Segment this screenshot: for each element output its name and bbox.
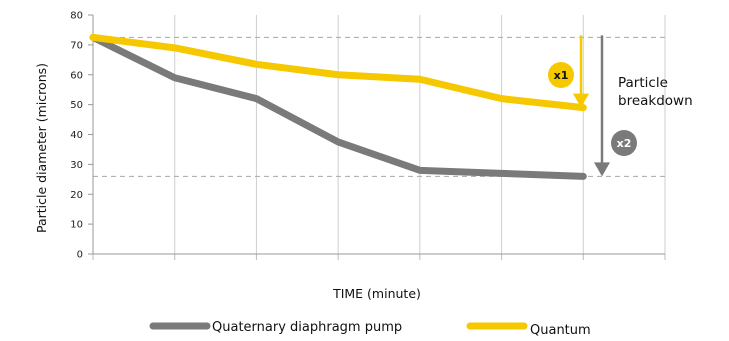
annotation-x2-arrow-head	[594, 162, 610, 177]
y-tick-label: 80	[70, 11, 83, 22]
y-tick-label: 60	[70, 70, 83, 81]
y-tick-label: 40	[70, 130, 83, 141]
series-line-quantum	[89, 33, 587, 112]
series-lines	[89, 33, 587, 180]
axes: 0 10 20 30 40 50 60 70 80	[70, 11, 666, 261]
legend: Quaternary diaphragm pump Quantum	[149, 320, 591, 338]
annotation-x1-arrow-head	[573, 93, 589, 108]
annotation-x1-badge-label: x1	[554, 69, 569, 82]
y-tick-label: 50	[70, 100, 83, 111]
x-axis-title: TIME (minute)	[332, 286, 421, 301]
annotations: Particle breakdown x1 x2	[548, 35, 693, 177]
y-tick-label: 20	[70, 190, 83, 201]
annotation-x2-badge	[611, 130, 637, 156]
annotation-x1-badge	[548, 62, 574, 88]
annotation-text-line2: breakdown	[618, 93, 693, 109]
y-tick-label: 0	[77, 250, 83, 261]
annotation-x2-badge-label: x2	[617, 137, 632, 150]
legend-label-quaternary: Quaternary diaphragm pump	[212, 320, 402, 335]
y-tick-label: 30	[70, 160, 83, 171]
legend-label-quantum: Quantum	[530, 323, 591, 338]
annotation-text-line1: Particle	[618, 75, 668, 91]
series-line-quaternary	[89, 33, 587, 180]
y-axis-title: Particle diameter (microns)	[34, 63, 49, 233]
y-tick-label: 70	[70, 40, 83, 51]
grid	[92, 15, 666, 254]
y-tick-label: 10	[70, 220, 83, 231]
